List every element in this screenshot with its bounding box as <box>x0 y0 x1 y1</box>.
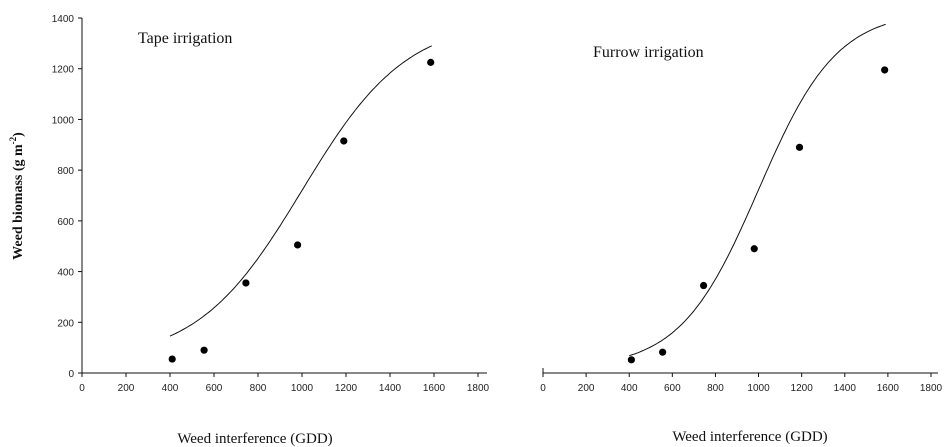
data-point <box>751 245 758 252</box>
data-points <box>628 66 888 363</box>
data-point <box>796 144 803 151</box>
y-tick-label: 200 <box>57 318 74 329</box>
x-tick-label: 200 <box>118 383 135 394</box>
y-tick-label: 0 <box>68 369 74 380</box>
x-tick-label: 200 <box>578 383 595 394</box>
x-ticks: 0 200 400 600 800 1000 1200 1400 1600 1800 <box>540 373 942 394</box>
data-point <box>659 349 666 356</box>
x-tick-label: 1400 <box>379 383 402 394</box>
x-axis-label: Weed interference (GDD) <box>672 429 827 445</box>
x-tick-label: 600 <box>206 383 223 394</box>
y-tick-label: 1000 <box>52 115 75 126</box>
y-tick-label: 800 <box>57 166 74 177</box>
y-tick-label: 600 <box>57 217 74 228</box>
y-tick-label: 400 <box>57 268 74 279</box>
x-ticks: 0 200 400 600 800 1000 1200 1400 1600 1800 <box>79 373 489 394</box>
x-axis-label: Weed interference (GDD) <box>177 431 332 447</box>
data-point <box>201 347 208 354</box>
x-tick-label: 1200 <box>335 383 358 394</box>
x-tick-label: 400 <box>162 383 179 394</box>
y-tick-label: 1200 <box>52 65 75 76</box>
data-point <box>242 279 249 286</box>
y-ticks: 0 200 400 600 800 1000 1200 1400 <box>52 14 82 380</box>
data-point <box>700 282 707 289</box>
x-tick-label: 0 <box>540 383 546 394</box>
x-tick-label: 800 <box>707 383 724 394</box>
fitted-curve <box>629 24 886 355</box>
data-point <box>427 59 434 66</box>
chart-title: Furrow irrigation <box>593 44 704 61</box>
data-point <box>340 137 347 144</box>
y-axis-label: Weed biomass (g m-2) <box>8 132 26 260</box>
data-point <box>169 355 176 362</box>
y-axis-label-text: Weed biomass (g m <box>11 144 26 260</box>
x-tick-label: 1800 <box>467 383 490 394</box>
data-points <box>169 59 435 363</box>
chart-furrow-irrigation: 0 200 400 600 800 1000 1200 1400 1600 1800 Furrow… <box>540 24 942 445</box>
x-tick-label: 1200 <box>791 383 814 394</box>
x-tick-label: 400 <box>621 383 638 394</box>
x-tick-label: 1800 <box>920 383 943 394</box>
x-tick-label: 600 <box>664 383 681 394</box>
x-tick-label: 1600 <box>423 383 446 394</box>
data-point <box>881 66 888 73</box>
x-tick-label: 0 <box>79 383 85 394</box>
y-axis-label-close: ) <box>11 132 26 137</box>
fitted-curve <box>170 46 432 336</box>
x-tick-label: 1000 <box>291 383 314 394</box>
chart-title: Tape irrigation <box>138 30 232 47</box>
data-point <box>628 356 635 363</box>
x-tick-label: 1400 <box>834 383 857 394</box>
data-point <box>294 241 301 248</box>
x-tick-label: 800 <box>250 383 267 394</box>
x-tick-label: 1600 <box>877 383 900 394</box>
x-tick-label: 1000 <box>747 383 770 394</box>
chart-tape-irrigation: 0 200 400 600 800 1000 1200 1400 0 200 400 600 800 1… <box>8 14 490 447</box>
y-tick-label: 1400 <box>52 14 75 25</box>
